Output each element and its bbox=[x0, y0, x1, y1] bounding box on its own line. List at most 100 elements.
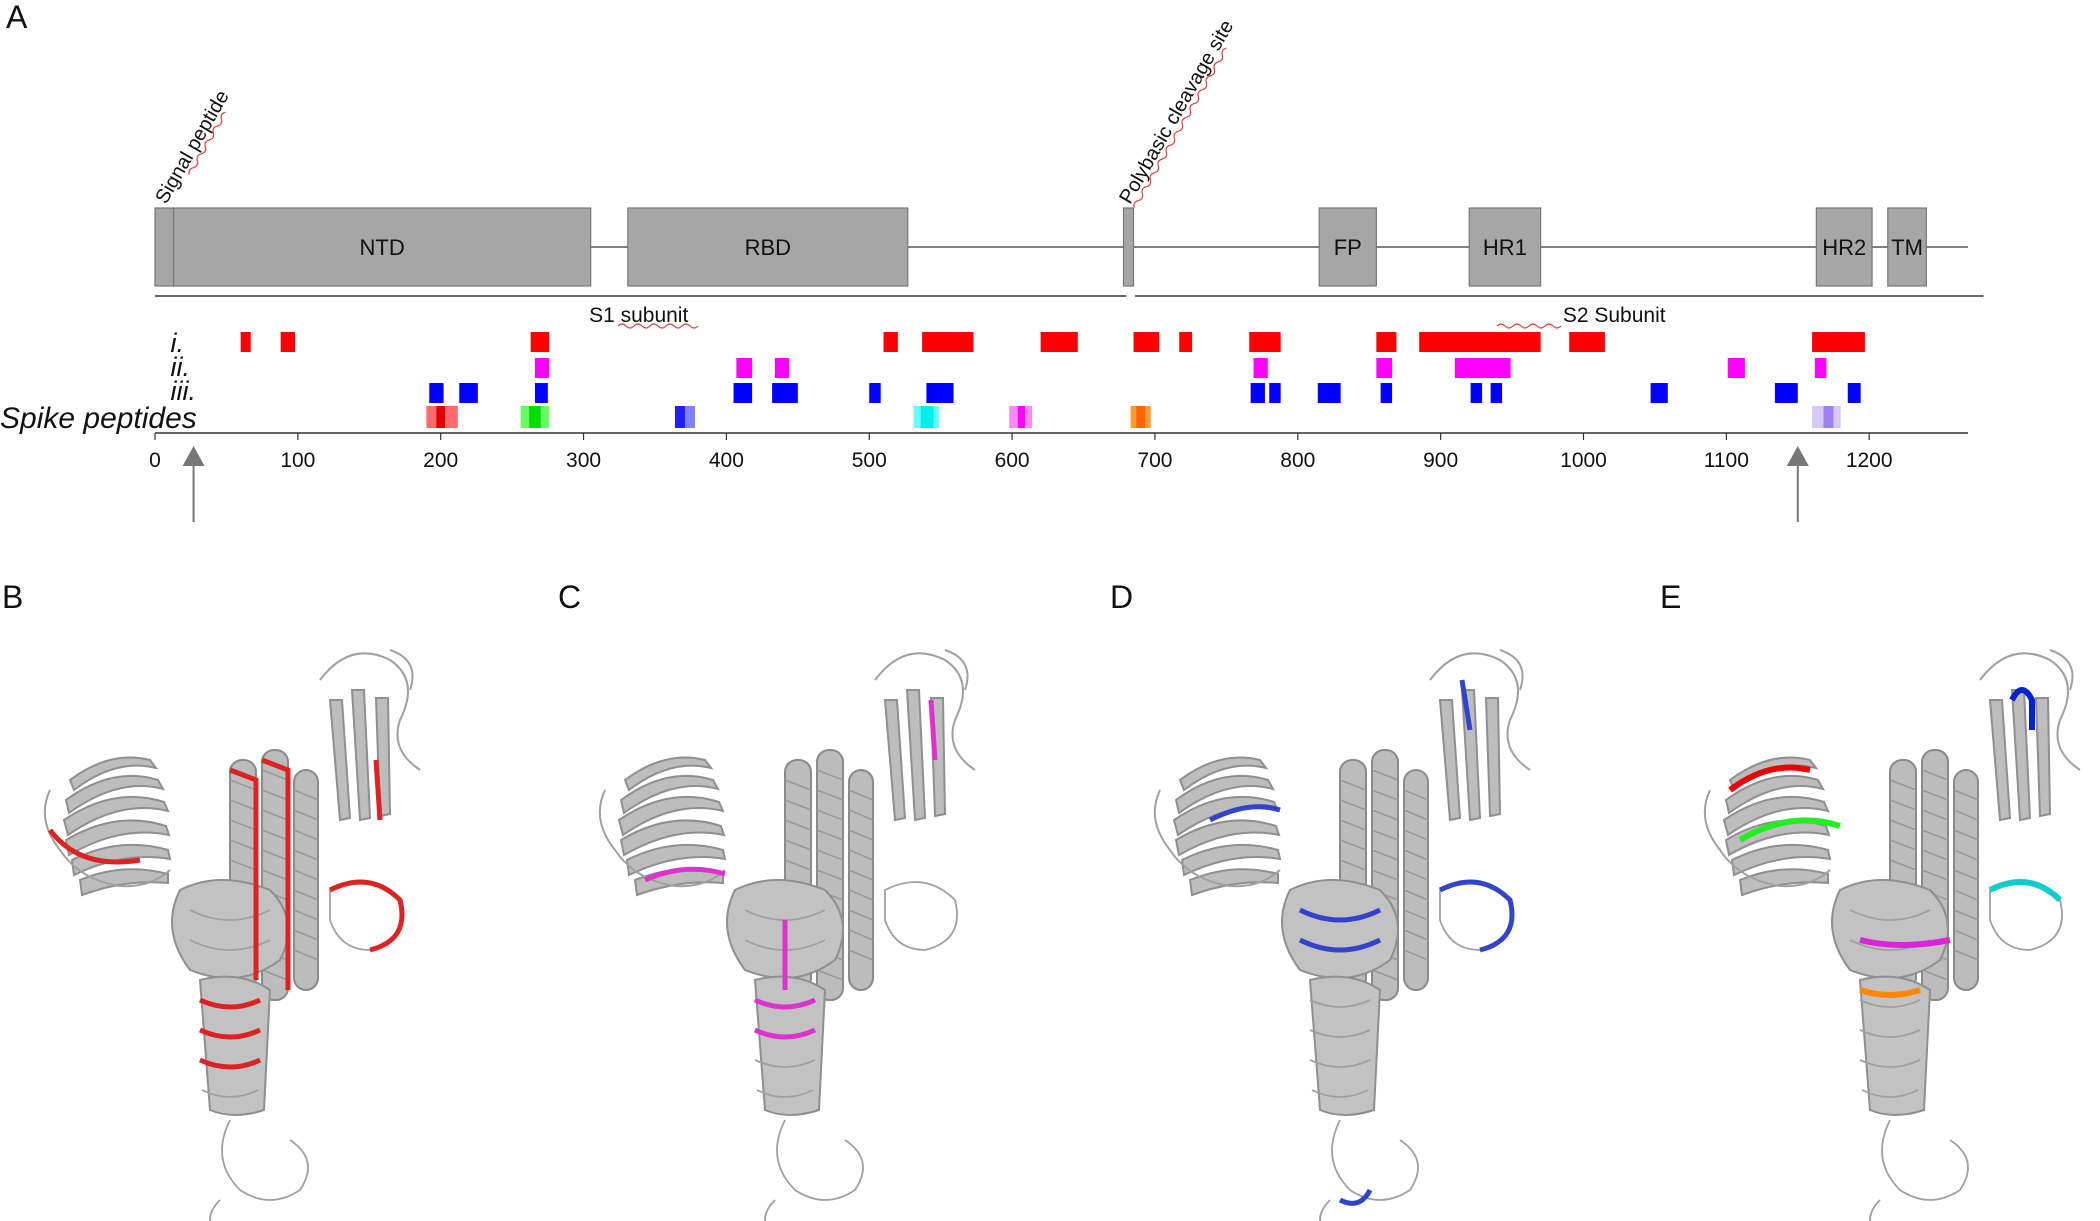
domain-label-hr2: HR2 bbox=[1822, 235, 1866, 260]
peptide-iii-13 bbox=[1650, 383, 1668, 403]
spellcheck-underline bbox=[617, 323, 699, 329]
tick-label-6: 600 bbox=[995, 449, 1030, 472]
domain-label-hr1: HR1 bbox=[1483, 235, 1527, 260]
tick-label-5: 500 bbox=[852, 449, 887, 472]
peptide-ii-3 bbox=[1253, 358, 1268, 378]
row-label-i: i. bbox=[171, 328, 185, 358]
spike-peptide-13 bbox=[1823, 406, 1834, 428]
row-label-iii: iii. bbox=[171, 376, 197, 406]
peptide-i-1 bbox=[280, 332, 295, 352]
peptide-i-2 bbox=[530, 332, 550, 352]
highlight-e bbox=[1728, 687, 2063, 998]
spike-peptide-5 bbox=[674, 406, 685, 428]
peptide-i-4 bbox=[922, 332, 974, 352]
peptide-i-8 bbox=[1249, 332, 1281, 352]
panel-label-b: B bbox=[2, 579, 23, 615]
peptide-i-3 bbox=[883, 332, 898, 352]
domain-box-fp bbox=[1318, 207, 1377, 287]
spike-peptide-11 bbox=[1136, 406, 1145, 428]
position-arrows bbox=[182, 446, 1809, 522]
panel-label-d: D bbox=[1110, 579, 1133, 615]
spike-peptide-1 bbox=[436, 406, 445, 428]
highlight-b bbox=[48, 757, 405, 1070]
peptide-ii-7 bbox=[1814, 358, 1827, 378]
tick-label-10: 1000 bbox=[1560, 449, 1607, 472]
tick-label-3: 300 bbox=[566, 449, 601, 472]
peptide-i-6 bbox=[1133, 332, 1160, 352]
spellcheck-underline bbox=[1496, 323, 1562, 329]
structure-e bbox=[1703, 649, 2081, 1221]
spellcheck-underline bbox=[1133, 47, 1227, 208]
peptide-i-0 bbox=[240, 332, 251, 352]
domain-box-tm bbox=[1887, 207, 1927, 287]
domain-box-hr1 bbox=[1468, 207, 1542, 287]
peptide-iii-14 bbox=[1774, 383, 1798, 403]
peptide-i-11 bbox=[1569, 332, 1605, 352]
tick-label-4: 400 bbox=[709, 449, 744, 472]
peptide-iii-6 bbox=[926, 383, 954, 403]
subunit-brackets: S1 subunit S2 Subunit bbox=[155, 295, 1984, 329]
domain-box-rbd bbox=[627, 207, 909, 287]
peptide-iii-12 bbox=[1490, 383, 1503, 403]
signal-peptide-label: Signal peptide bbox=[151, 87, 233, 208]
peptide-iii-10 bbox=[1380, 383, 1393, 403]
spike-peptide-9 bbox=[1017, 406, 1025, 428]
peptide-ii-2 bbox=[774, 358, 790, 378]
row-label-spike-peptides: Spike peptides bbox=[0, 402, 197, 435]
peptide-ii-1 bbox=[736, 358, 753, 378]
peptide-iii-11 bbox=[1470, 383, 1483, 403]
spellcheck-underline bbox=[188, 111, 226, 175]
peptide-i-10 bbox=[1419, 332, 1541, 352]
spike-peptide-3 bbox=[529, 406, 541, 428]
peptide-iii-2 bbox=[534, 383, 548, 403]
peptide-iii-0 bbox=[429, 383, 444, 403]
peptide-ii-5 bbox=[1454, 358, 1511, 378]
spike-peptide-7 bbox=[920, 406, 934, 428]
tick-label-9: 900 bbox=[1423, 449, 1458, 472]
axis-ticks: 0 100 200 300 400 500 600 700 800 900 1000 1100 1200 bbox=[149, 433, 1893, 472]
peptide-tracks bbox=[240, 332, 1865, 428]
peptide-iii-15 bbox=[1847, 383, 1861, 403]
peptide-ii-4 bbox=[1376, 358, 1393, 378]
domain-box-ntd bbox=[172, 207, 592, 287]
peptide-ii-0 bbox=[534, 358, 550, 378]
tick-label-7: 700 bbox=[1137, 449, 1172, 472]
cleavage-site-annotation: Polybasic cleavage site bbox=[1115, 16, 1238, 208]
structure-c bbox=[598, 649, 976, 1221]
cleavage-site-box bbox=[1122, 207, 1135, 287]
domain-label-tm: TM bbox=[1891, 235, 1923, 260]
peptide-iii-3 bbox=[733, 383, 753, 403]
domain-box-hr2 bbox=[1815, 207, 1873, 287]
cleavage-site-label: Polybasic cleavage site bbox=[1115, 16, 1238, 207]
peptide-iii-4 bbox=[772, 383, 798, 403]
peptide-iii-7 bbox=[1250, 383, 1265, 403]
s1-subunit-label: S1 subunit bbox=[589, 304, 688, 327]
s2-subunit-label: S2 Subunit bbox=[1563, 304, 1666, 327]
peptide-iii-8 bbox=[1269, 383, 1281, 403]
peptide-i-7 bbox=[1179, 332, 1193, 352]
panel-label-e: E bbox=[1660, 579, 1681, 615]
structure-b bbox=[43, 649, 422, 1221]
arrow-head-0 bbox=[182, 446, 205, 466]
highlight-c bbox=[643, 699, 938, 1040]
peptide-i-12 bbox=[1812, 332, 1865, 352]
domain-label-ntd: NTD bbox=[360, 235, 405, 260]
peptide-iii-9 bbox=[1317, 383, 1341, 403]
tick-label-11: 1100 bbox=[1704, 449, 1749, 472]
signal-peptide-annotation: Signal peptide bbox=[151, 87, 233, 208]
peptide-i-5 bbox=[1040, 332, 1078, 352]
peptide-ii-6 bbox=[1727, 358, 1745, 378]
domain-label-rbd: RBD bbox=[745, 235, 791, 260]
peptide-i-9 bbox=[1376, 332, 1397, 352]
structure-d bbox=[1153, 649, 1531, 1221]
tick-label-2: 200 bbox=[423, 449, 458, 472]
tick-label-0: 0 bbox=[149, 449, 161, 472]
panel-label-a: A bbox=[6, 0, 28, 35]
tick-label-8: 800 bbox=[1280, 449, 1315, 472]
tick-label-1: 100 bbox=[280, 449, 315, 472]
peptide-iii-1 bbox=[459, 383, 478, 403]
peptide-iii-5 bbox=[869, 383, 881, 403]
panel-label-c: C bbox=[558, 579, 581, 615]
highlight-d bbox=[1208, 679, 1515, 1206]
